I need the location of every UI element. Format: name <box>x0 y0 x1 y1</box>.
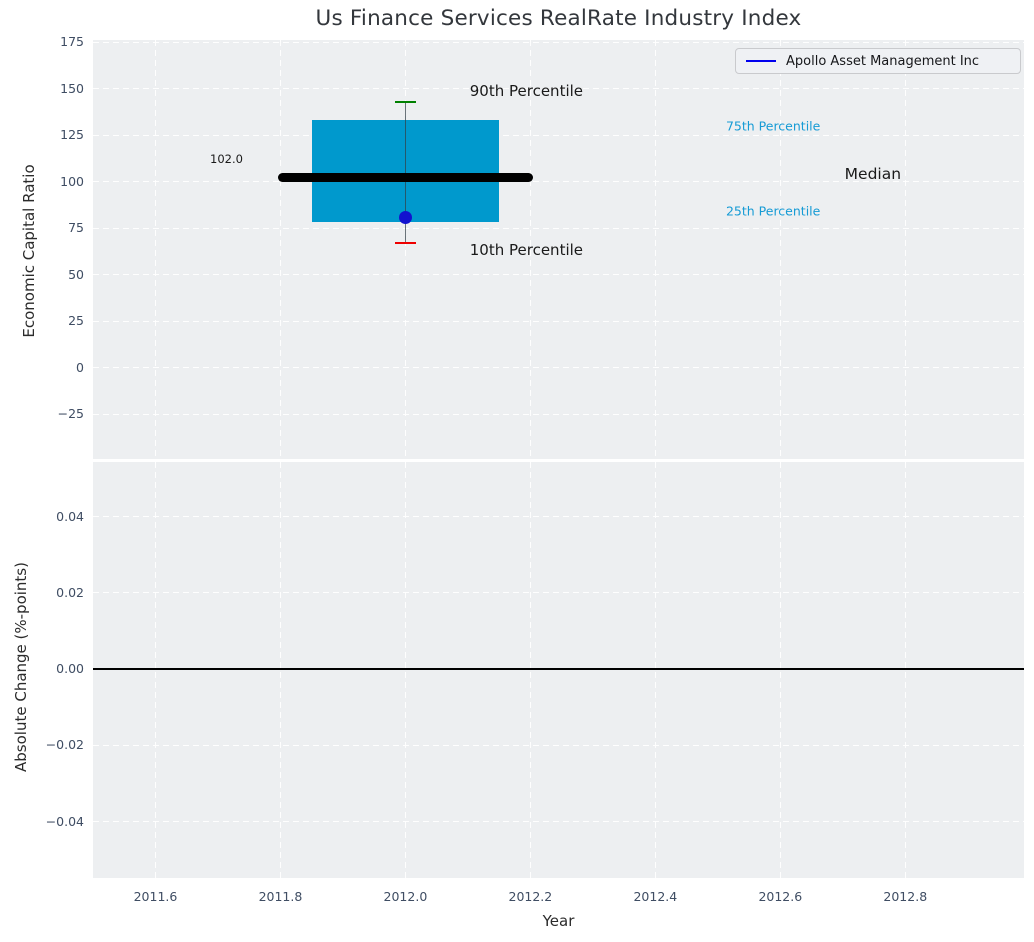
zero-baseline <box>93 668 1024 671</box>
gridline-horizontal <box>93 41 1024 43</box>
annot-median-value: 102.0 <box>210 151 243 166</box>
y-tick-label: 0.04 <box>56 508 84 524</box>
gridline-horizontal <box>93 367 1024 369</box>
x-tick-label: 2011.8 <box>258 889 303 904</box>
gridline-vertical <box>779 40 781 459</box>
gridline-horizontal <box>93 227 1024 229</box>
y-tick-label: 50 <box>68 266 84 282</box>
x-tick-label: 2012.6 <box>758 889 803 904</box>
gridline-horizontal <box>93 320 1024 322</box>
cap-90th-percentile <box>394 100 417 104</box>
annot-90th-percentile: 90th Percentile <box>469 82 584 100</box>
x-tick-label: 2012.2 <box>508 889 553 904</box>
y-axis-label-top: Economic Capital Ratio <box>20 164 38 338</box>
annot-75th-percentile: 75th Percentile <box>725 118 821 134</box>
gridline-horizontal <box>93 744 1024 746</box>
x-tick-label: 2011.6 <box>133 889 178 904</box>
chart-title: Us Finance Services RealRate Industry In… <box>315 6 802 31</box>
bottom-plot-area <box>93 462 1024 878</box>
annot-25th-percentile: 25th Percentile <box>725 203 821 219</box>
y-tick-label: 175 <box>60 34 84 50</box>
gridline-horizontal <box>93 592 1024 594</box>
y-tick-label: 100 <box>60 173 84 189</box>
median-line <box>277 173 533 183</box>
y-tick-label: 0.02 <box>56 584 84 600</box>
gridline-vertical <box>279 40 281 459</box>
y-tick-label: 25 <box>68 313 84 329</box>
gridline-horizontal <box>93 413 1024 415</box>
gridline-horizontal <box>93 134 1024 136</box>
gridline-vertical <box>654 40 656 459</box>
gridline-vertical <box>904 40 906 459</box>
gridline-horizontal <box>93 516 1024 518</box>
y-tick-label: 75 <box>68 220 84 236</box>
y-tick-label: 125 <box>60 127 84 143</box>
cap-10th-percentile <box>394 241 417 245</box>
y-tick-label: 0.00 <box>56 661 84 677</box>
annot-10th-percentile: 10th Percentile <box>469 240 584 259</box>
x-axis-label: Year <box>542 912 575 930</box>
x-tick-label: 2012.4 <box>633 889 678 904</box>
top-plot-area: 90th Percentile 10th Percentile Median 75th… <box>93 40 1024 459</box>
y-tick-label: −0.04 <box>45 813 84 829</box>
company-dot <box>398 210 412 224</box>
whisker-line <box>404 101 407 244</box>
gridline-horizontal <box>93 181 1024 183</box>
gridline-horizontal <box>93 88 1024 90</box>
y-tick-label: 0 <box>76 359 84 375</box>
x-tick-label: 2012.0 <box>383 889 428 904</box>
gridline-horizontal <box>93 274 1024 276</box>
legend-line-swatch <box>746 60 776 62</box>
gridline-vertical <box>154 40 156 459</box>
y-tick-label: −0.02 <box>45 737 84 753</box>
y-tick-label: −25 <box>57 406 84 422</box>
gridline-vertical <box>404 40 406 459</box>
y-tick-label: 150 <box>60 80 84 96</box>
gridline-vertical <box>529 40 531 459</box>
legend: Apollo Asset Management Inc <box>735 48 1021 74</box>
x-tick-label: 2012.8 <box>883 889 928 904</box>
legend-label: Apollo Asset Management Inc <box>786 53 980 69</box>
annot-median: Median <box>844 165 902 184</box>
gridline-horizontal <box>93 821 1024 823</box>
